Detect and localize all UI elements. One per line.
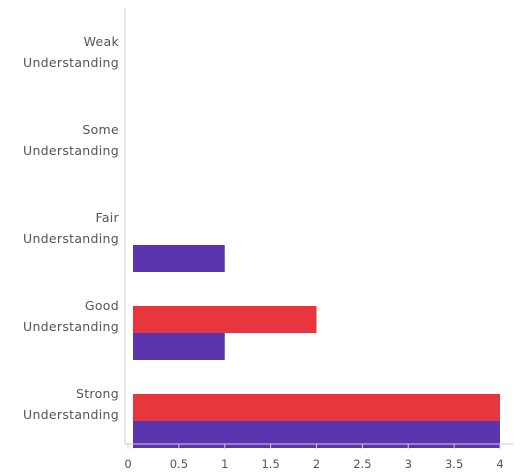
bar-fair-understanding-series-2	[133, 245, 225, 272]
category-label-good: Good Understanding	[23, 298, 119, 334]
x-tick-label-1.5: 1.5	[261, 457, 279, 471]
x-ticks-group: 0 0.5 1 1.5 2 2.5 3 3.5 4	[124, 444, 504, 471]
category-label-weak: Weak Understanding	[23, 34, 119, 70]
x-tick-label-2.5: 2.5	[353, 457, 371, 471]
category-label-some: Some Understanding	[23, 122, 119, 158]
bar-strong-understanding-series-1	[133, 394, 500, 421]
x-tick-label-2: 2	[313, 457, 320, 471]
x-tick-label-0: 0	[124, 457, 131, 471]
category-label-strong: Strong Understanding	[23, 386, 119, 422]
bars-group	[133, 245, 500, 448]
x-tick-label-4: 4	[496, 457, 503, 471]
category-label-fair: Fair Understanding	[23, 210, 120, 246]
x-tick-label-3.5: 3.5	[445, 457, 463, 471]
category-labels-group: Weak Understanding Some Understanding Fair Un…	[23, 34, 120, 422]
bar-good-understanding-series-2	[133, 333, 225, 360]
x-tick-label-1: 1	[221, 457, 228, 471]
x-tick-label-0.5: 0.5	[170, 457, 188, 471]
x-tick-label-3: 3	[405, 457, 412, 471]
bar-good-understanding-series-1	[133, 306, 317, 333]
